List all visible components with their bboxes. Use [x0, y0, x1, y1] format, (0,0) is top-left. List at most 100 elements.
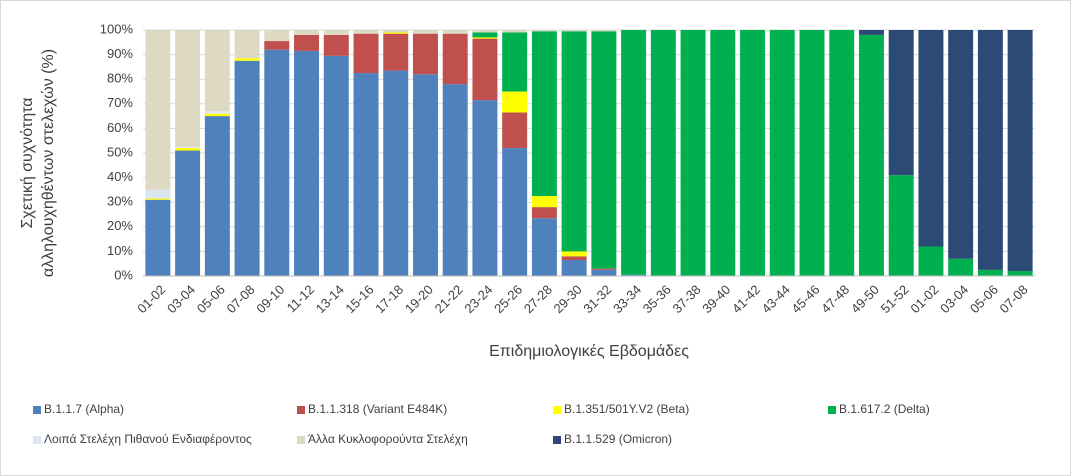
legend-label: B.1.617.2 (Delta): [839, 402, 930, 416]
bar-segment: [175, 30, 201, 147]
bar-segment: [294, 50, 320, 276]
bar-segment: [502, 30, 528, 33]
bar-segment: [353, 33, 379, 74]
bar-segment: [561, 251, 587, 257]
legend-swatch: [33, 406, 41, 414]
bar-segment: [531, 218, 557, 276]
bar-segment: [948, 258, 974, 276]
legend-label: Λοιπά Στελέχη Πιθανού Ενδιαφέροντος: [44, 432, 252, 446]
x-axis-title: Επιδημιολογικές Εβδομάδες: [489, 343, 689, 360]
bar-segment: [977, 269, 1003, 276]
bar-segment: [442, 30, 468, 34]
bar-segment: [1007, 30, 1033, 272]
y-tick-label: 10%: [107, 243, 133, 258]
bar-segment: [294, 34, 320, 51]
bar-segment: [472, 30, 498, 33]
bar-segment: [650, 30, 676, 276]
bar-segment: [531, 196, 557, 208]
bar-segment: [412, 33, 438, 75]
bar-segment: [918, 30, 944, 247]
bar-segment: [858, 34, 884, 276]
bar-segment: [175, 146, 201, 149]
y-tick-label: 20%: [107, 218, 133, 233]
bar-segment: [531, 207, 557, 219]
bar-segment: [323, 34, 349, 56]
bar-segment: [591, 30, 617, 32]
bar-segment: [888, 175, 914, 276]
legend-label: Άλλα Κυκλοφορούντα Στελέχη: [308, 432, 468, 446]
bar-segment: [591, 269, 617, 276]
y-tick-label: 40%: [107, 169, 133, 184]
bar-segment: [472, 37, 498, 39]
bar-segment: [323, 30, 349, 35]
bar-segment: [710, 30, 736, 276]
bar-segment: [204, 111, 230, 114]
bar-segment: [145, 199, 171, 276]
bar-segment: [412, 74, 438, 276]
legend-label: B.1.1.7 (Alpha): [44, 402, 124, 416]
bar-segment: [1007, 271, 1033, 276]
bar-segment: [799, 30, 825, 276]
legend-swatch: [828, 406, 836, 414]
bar-segment: [383, 33, 409, 71]
bar-segment: [502, 91, 528, 113]
bar-segment: [264, 41, 290, 50]
bar-segment: [412, 30, 438, 34]
bar-segment: [977, 30, 1003, 270]
y-tick-label: 80%: [107, 71, 133, 86]
bar-segment: [145, 30, 171, 190]
bar-segment: [472, 100, 498, 276]
bar-segment: [561, 260, 587, 276]
bar-segment: [621, 274, 647, 276]
legend-swatch: [553, 436, 561, 444]
bar-segment: [145, 189, 171, 199]
bar-segment: [204, 116, 230, 276]
bar-segment: [204, 30, 230, 112]
bar-segment: [948, 30, 974, 259]
bar-segment: [442, 33, 468, 85]
bar-segment: [531, 30, 557, 32]
bar-segment: [531, 31, 557, 197]
bar-segment: [323, 55, 349, 276]
bar-segment: [204, 113, 230, 117]
bar-segment: [502, 148, 528, 276]
bar-segment: [591, 268, 617, 270]
y-axis-title: Σχετική συχνότητα αλληλουχηθέντων στελεχ…: [19, 48, 57, 278]
bar-segment: [502, 112, 528, 149]
bar-segment: [680, 30, 706, 276]
bar-segment: [472, 32, 498, 38]
bar-segment: [175, 148, 201, 151]
bar-segment: [769, 30, 795, 276]
bar-segment: [858, 30, 884, 35]
bar-segment: [383, 30, 409, 33]
y-tick-label: 90%: [107, 46, 133, 61]
bar-segment: [294, 30, 320, 35]
legend-swatch: [297, 406, 305, 414]
y-tick-label: 70%: [107, 95, 133, 110]
bar-segment: [561, 30, 587, 32]
bar-segment: [353, 30, 379, 34]
bar-segment: [264, 30, 290, 42]
bar-segment: [740, 30, 766, 276]
bar-segment: [591, 31, 617, 269]
legend-swatch: [297, 436, 305, 444]
bar-segment: [383, 70, 409, 276]
legend-label: B.1.351/501Y.V2 (Beta): [564, 402, 689, 416]
bar-segment: [234, 60, 260, 276]
bar-segment: [472, 38, 498, 101]
y-tick-label: 0%: [114, 267, 133, 282]
legend-swatch: [553, 406, 561, 414]
bar-segment: [561, 256, 587, 261]
y-tick-label: 100%: [100, 21, 134, 36]
bar-segment: [918, 246, 944, 276]
bar-segment: [264, 49, 290, 277]
legend-label: B.1.1.529 (Omicron): [564, 432, 672, 446]
bar-segment: [383, 32, 409, 34]
y-tick-label: 50%: [107, 144, 133, 159]
bar-segment: [175, 150, 201, 276]
bar-segment: [621, 30, 647, 275]
y-tick-label: 60%: [107, 120, 133, 135]
bar-segment: [442, 84, 468, 277]
